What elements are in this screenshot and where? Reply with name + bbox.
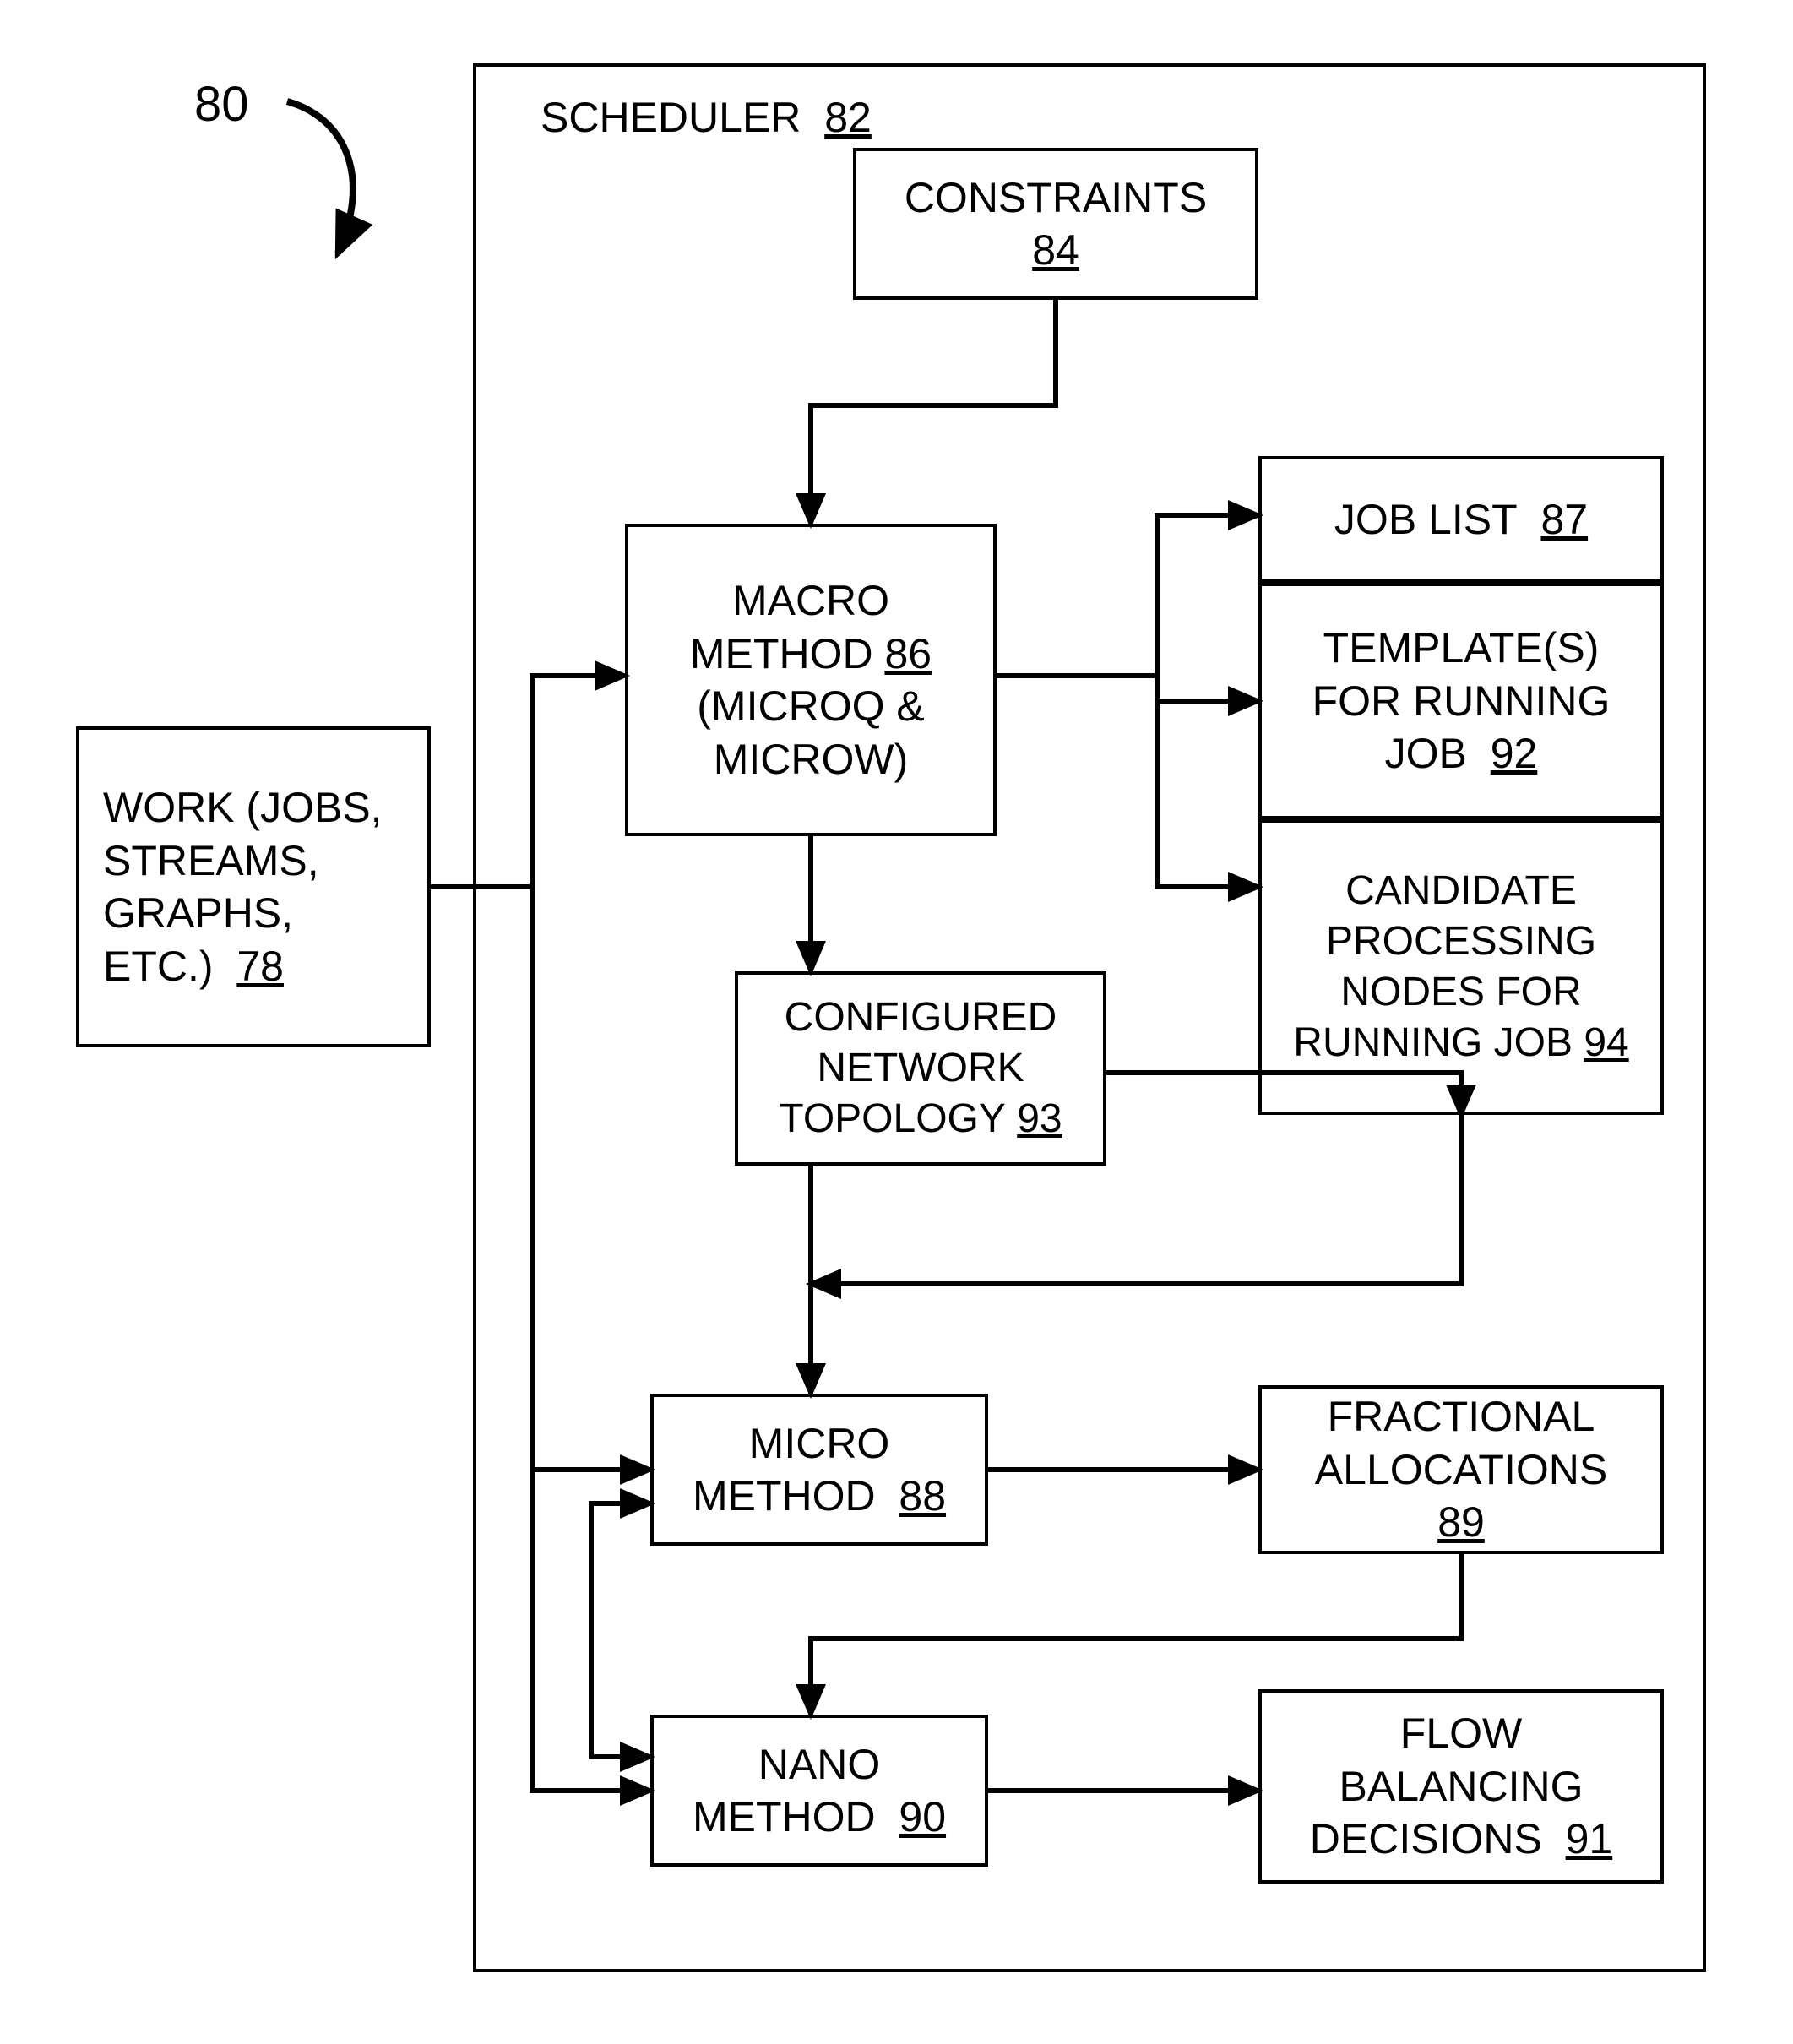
work-last-row: ETC.) 78 xyxy=(103,940,284,993)
topology-line-2: NETWORK xyxy=(817,1043,1024,1094)
fractional-line-2: ALLOCATIONS xyxy=(1315,1443,1607,1497)
templates-last-row: JOB 92 xyxy=(1385,727,1538,780)
macro-line-b1: (MICROQ & xyxy=(697,680,924,733)
topology-last-row: TOPOLOGY 93 xyxy=(779,1094,1062,1144)
flowbal-last-line: DECISIONS xyxy=(1310,1815,1542,1862)
topology-num: 93 xyxy=(1017,1096,1062,1141)
nano-method-label: METHOD xyxy=(693,1793,876,1840)
micro-method-label: METHOD xyxy=(693,1472,876,1519)
candidates-line-2: PROCESSING xyxy=(1326,916,1596,967)
fractional-num: 89 xyxy=(1437,1496,1485,1549)
nano-method-row: METHOD 90 xyxy=(693,1791,946,1844)
constraints-box: CONSTRAINTS 84 xyxy=(853,148,1258,300)
constraints-title: CONSTRAINTS xyxy=(905,171,1207,225)
templates-line-2: FOR RUNNING xyxy=(1312,675,1611,728)
candidates-line-3: NODES FOR xyxy=(1340,967,1581,1018)
diagram-canvas: 80 SCHEDULER 82 WORK (JOBS, STREAMS, GRA… xyxy=(0,0,1793,2044)
nano-box: NANO METHOD 90 xyxy=(650,1715,988,1867)
constraints-num: 84 xyxy=(1032,224,1079,277)
flowbal-line-1: FLOW xyxy=(1400,1707,1522,1760)
figure-number-text: 80 xyxy=(194,77,249,132)
fractional-line-1: FRACTIONAL xyxy=(1328,1390,1595,1443)
topology-line-1: CONFIGURED xyxy=(785,992,1057,1043)
fractional-box: FRACTIONAL ALLOCATIONS 89 xyxy=(1258,1385,1664,1554)
macro-line-1: MACRO xyxy=(732,574,889,628)
micro-box: MICRO METHOD 88 xyxy=(650,1394,988,1546)
joblist-num: 87 xyxy=(1540,496,1588,543)
flowbal-box: FLOW BALANCING DECISIONS 91 xyxy=(1258,1689,1664,1884)
scheduler-title-num: 82 xyxy=(824,94,872,141)
candidates-box: CANDIDATE PROCESSING NODES FOR RUNNING J… xyxy=(1258,819,1664,1115)
candidates-line-1: CANDIDATE xyxy=(1345,866,1577,916)
candidates-last-row: RUNNING JOB 94 xyxy=(1293,1018,1628,1068)
templates-box: TEMPLATE(S) FOR RUNNING JOB 92 xyxy=(1258,583,1664,819)
micro-method-row: METHOD 88 xyxy=(693,1470,946,1523)
macro-method-label: METHOD xyxy=(690,630,873,677)
templates-last-line: JOB xyxy=(1385,730,1467,777)
work-line-1: WORK (JOBS, xyxy=(103,781,383,834)
micro-title: MICRO xyxy=(749,1417,890,1470)
templates-line-1: TEMPLATE(S) xyxy=(1323,622,1600,675)
macro-box: MACRO METHOD 86 (MICROQ & MICROW) xyxy=(625,524,997,836)
templates-num: 92 xyxy=(1491,730,1538,777)
flowbal-num: 91 xyxy=(1566,1815,1613,1862)
work-line-3: GRAPHS, xyxy=(103,887,293,940)
joblist-title: JOB LIST xyxy=(1334,496,1518,543)
scheduler-title-text: SCHEDULER xyxy=(541,94,801,141)
work-box: WORK (JOBS, STREAMS, GRAPHS, ETC.) 78 xyxy=(76,726,431,1047)
work-num: 78 xyxy=(236,943,284,990)
work-last-line: ETC.) xyxy=(103,943,214,990)
flowbal-last-row: DECISIONS 91 xyxy=(1310,1813,1612,1866)
macro-method-row: METHOD 86 xyxy=(690,628,932,681)
scheduler-title: SCHEDULER 82 xyxy=(541,93,872,142)
joblist-row: JOB LIST 87 xyxy=(1334,493,1588,546)
topology-last-line: TOPOLOGY xyxy=(779,1096,1006,1141)
joblist-box: JOB LIST 87 xyxy=(1258,456,1664,583)
candidates-last-line: RUNNING JOB xyxy=(1293,1020,1573,1065)
work-line-2: STREAMS, xyxy=(103,834,319,888)
macro-num: 86 xyxy=(884,630,932,677)
macro-line-b2: MICROW) xyxy=(714,733,909,786)
candidates-num: 94 xyxy=(1584,1020,1628,1065)
nano-title: NANO xyxy=(758,1738,880,1791)
flowbal-line-2: BALANCING xyxy=(1339,1760,1584,1813)
figure-number-label: 80 xyxy=(194,76,249,133)
nano-num: 90 xyxy=(899,1793,946,1840)
topology-box: CONFIGURED NETWORK TOPOLOGY 93 xyxy=(735,971,1106,1166)
micro-num: 88 xyxy=(899,1472,946,1519)
